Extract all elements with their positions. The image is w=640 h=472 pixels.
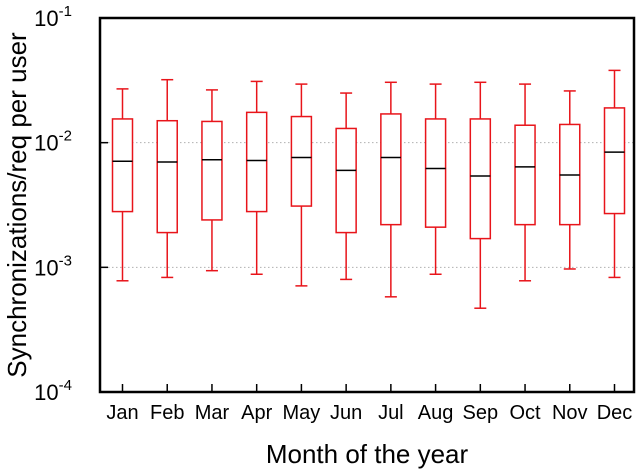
x-tick-label: Feb bbox=[150, 402, 184, 424]
box-mar bbox=[201, 89, 223, 272]
x-tick-label: Aug bbox=[418, 402, 454, 424]
y-tick-label: 10-2 bbox=[34, 128, 72, 156]
iqr-box bbox=[424, 118, 447, 228]
box-dec bbox=[603, 69, 626, 279]
plot-frame bbox=[98, 16, 636, 394]
x-tick-label: Dec bbox=[597, 402, 633, 424]
y-tick-base: 10 bbox=[34, 6, 58, 31]
x-tick-label: Apr bbox=[241, 402, 272, 424]
x-tick-label: Mar bbox=[195, 402, 230, 424]
box-jul bbox=[380, 81, 402, 298]
x-tick-label: Jun bbox=[330, 402, 362, 424]
box-may bbox=[290, 83, 313, 287]
box-oct bbox=[514, 83, 536, 282]
box-aug bbox=[424, 83, 447, 276]
y-tick-label: 10-4 bbox=[34, 377, 72, 405]
iqr-box bbox=[514, 124, 536, 226]
iqr-box bbox=[245, 111, 268, 213]
iqr-box bbox=[156, 119, 178, 234]
y-tick-label: 10-3 bbox=[34, 252, 72, 280]
x-tick-label: Nov bbox=[552, 402, 588, 424]
box-jun bbox=[335, 92, 357, 281]
box-series bbox=[111, 69, 626, 309]
grid-lines bbox=[100, 142, 634, 268]
x-tick-label: Jan bbox=[106, 402, 138, 424]
x-axis-ticks: Jan Feb Mar Apr May Jun Jul Aug Sep Oct Nov Dec bbox=[106, 384, 632, 424]
y-tick-base: 10 bbox=[34, 255, 58, 280]
iqr-box bbox=[201, 120, 223, 221]
y-tick-exponent: -3 bbox=[59, 252, 72, 269]
x-tick-label: Jul bbox=[378, 402, 404, 424]
y-axis-title: Synchronizations/req per user bbox=[2, 32, 32, 378]
iqr-box bbox=[335, 127, 357, 234]
x-tick-label: Oct bbox=[509, 402, 541, 424]
box-jan bbox=[111, 88, 134, 282]
box-nov bbox=[559, 90, 581, 270]
y-tick-exponent: -1 bbox=[59, 3, 72, 20]
iqr-box bbox=[111, 118, 134, 213]
y-axis-ticks: 10-410-310-210-1 bbox=[34, 3, 108, 405]
iqr-box bbox=[290, 115, 313, 207]
box-apr bbox=[245, 80, 268, 276]
y-tick-exponent: -4 bbox=[59, 377, 72, 394]
box-feb bbox=[156, 78, 178, 279]
x-axis-title: Month of the year bbox=[266, 439, 469, 469]
y-tick-exponent: -2 bbox=[59, 128, 72, 145]
iqr-box bbox=[380, 113, 402, 226]
box-sep bbox=[469, 81, 492, 309]
x-tick-label: Sep bbox=[463, 402, 499, 424]
y-tick-base: 10 bbox=[34, 131, 58, 156]
x-tick-label: May bbox=[283, 402, 321, 424]
iqr-box bbox=[469, 118, 492, 240]
y-tick-base: 10 bbox=[34, 380, 58, 405]
y-tick-label: 10-1 bbox=[34, 3, 72, 31]
iqr-box bbox=[603, 107, 626, 215]
